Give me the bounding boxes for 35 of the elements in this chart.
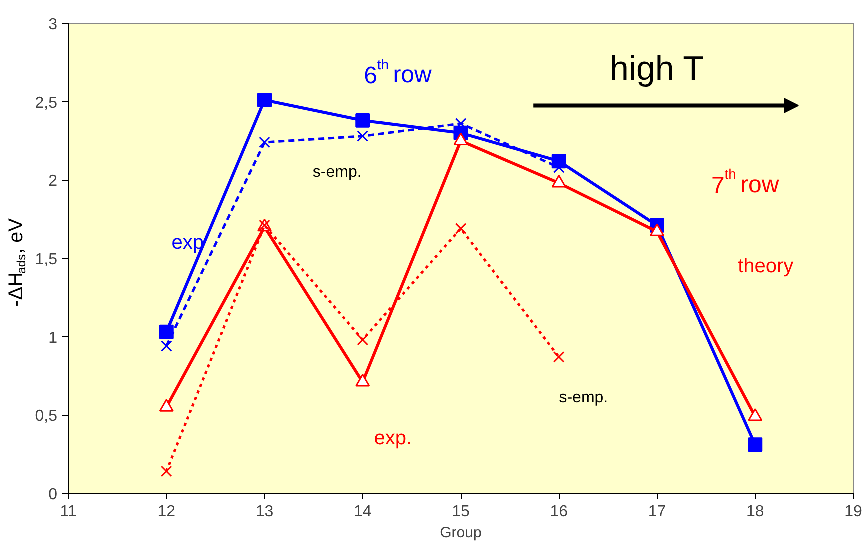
y-tick-label: 1: [48, 330, 58, 347]
y-tick-label: 2: [48, 173, 58, 190]
annotation: high T: [610, 50, 704, 88]
point: [259, 136, 270, 148]
y-axis-title: -ΔHads, eV: [6, 218, 28, 307]
x-tick-label: 17: [648, 504, 666, 520]
y-tick-label: 1,5: [35, 252, 58, 268]
point: [357, 130, 369, 142]
point: [258, 93, 272, 108]
x-tick-label: 11: [60, 504, 77, 520]
y-tick-label: 2,5: [35, 94, 58, 112]
x-tick-label: 18: [746, 504, 764, 520]
x-tick-label: 14: [354, 504, 372, 520]
point: [159, 324, 174, 340]
y-tick-label: 0,5: [35, 408, 58, 426]
x-tick-label: 16: [550, 504, 568, 520]
x-axis-title: Group: [440, 524, 482, 542]
y-tick-label: 3: [48, 16, 58, 34]
point: [356, 113, 370, 128]
annotation: theory: [738, 255, 794, 278]
y-tick-label: 0: [48, 486, 58, 504]
annotation: s-emp.: [312, 164, 362, 181]
x-tick-label: 12: [158, 504, 176, 520]
point: [357, 334, 369, 346]
point: [553, 352, 565, 363]
annotation: s-emp.: [559, 389, 608, 406]
point: [160, 466, 172, 478]
x-tick-label: 15: [452, 504, 470, 520]
point: [455, 223, 467, 234]
point: [160, 340, 172, 352]
x-tick-label: 13: [256, 504, 274, 520]
annotation: exp.: [374, 428, 412, 450]
x-tick-label: 19: [844, 504, 862, 520]
point: [748, 438, 763, 452]
annotation: exp: [172, 232, 204, 254]
